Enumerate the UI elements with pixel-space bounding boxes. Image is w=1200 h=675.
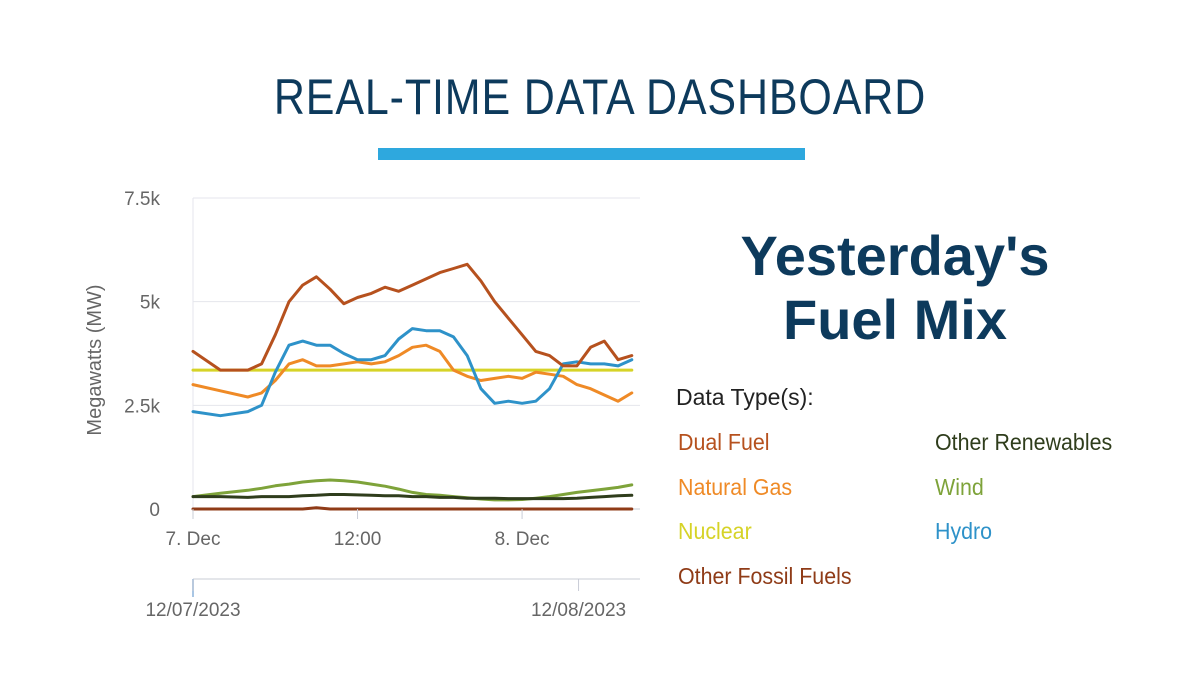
- y-tick-label: 2.5k: [124, 396, 160, 417]
- legend-item-other-fossil-fuels[interactable]: Other Fossil Fuels: [678, 563, 852, 589]
- side-heading-line1: Yesterday's: [740, 224, 1050, 287]
- axis-layer: 0 2.5k 5k 7.5k 7. Dec 12:00 8. Dec: [124, 189, 549, 550]
- side-heading: Yesterday's Fuel Mix: [700, 224, 1090, 352]
- legend-title: Data Type(s):: [676, 384, 814, 410]
- legend-item-wind[interactable]: Wind: [935, 474, 984, 500]
- title-underline: [378, 148, 805, 160]
- navigator-label: 12/08/2023: [531, 600, 626, 621]
- grid-layer: [192, 197, 640, 510]
- legend-item-nuclear[interactable]: Nuclear: [678, 518, 752, 544]
- legend-item-hydro[interactable]: Hydro: [935, 518, 993, 544]
- y-axis-label: Megawatts (MW): [84, 284, 106, 435]
- series-line-hydro: [191, 327, 634, 418]
- y-tick-label: 7.5k: [124, 189, 160, 210]
- x-tick-label: 12:00: [334, 529, 382, 550]
- x-tick-label: 7. Dec: [166, 529, 221, 550]
- series-line-other-fossil: [191, 506, 634, 511]
- series-layer: [191, 262, 634, 511]
- legend-item-natural-gas[interactable]: Natural Gas: [678, 474, 793, 500]
- series-line-dual-fuel: [191, 262, 634, 372]
- series-line-natural-gas: [191, 343, 634, 403]
- y-tick-label: 5k: [140, 293, 161, 314]
- page-title: REAL-TIME DATA DASHBOARD: [273, 69, 927, 125]
- y-tick-label: 0: [149, 500, 160, 521]
- legend-item-other-renewables[interactable]: Other Renewables: [935, 429, 1113, 455]
- legend-item-dual-fuel[interactable]: Dual Fuel: [678, 429, 770, 455]
- navigator-layer: 12/07/2023 12/08/2023: [145, 578, 640, 621]
- series-line-wind: [191, 478, 634, 502]
- series-line-other-renewables: [191, 493, 634, 501]
- side-heading-line2: Fuel Mix: [782, 288, 1008, 351]
- x-tick-label: 8. Dec: [495, 529, 550, 550]
- navigator-label: 12/07/2023: [145, 600, 240, 621]
